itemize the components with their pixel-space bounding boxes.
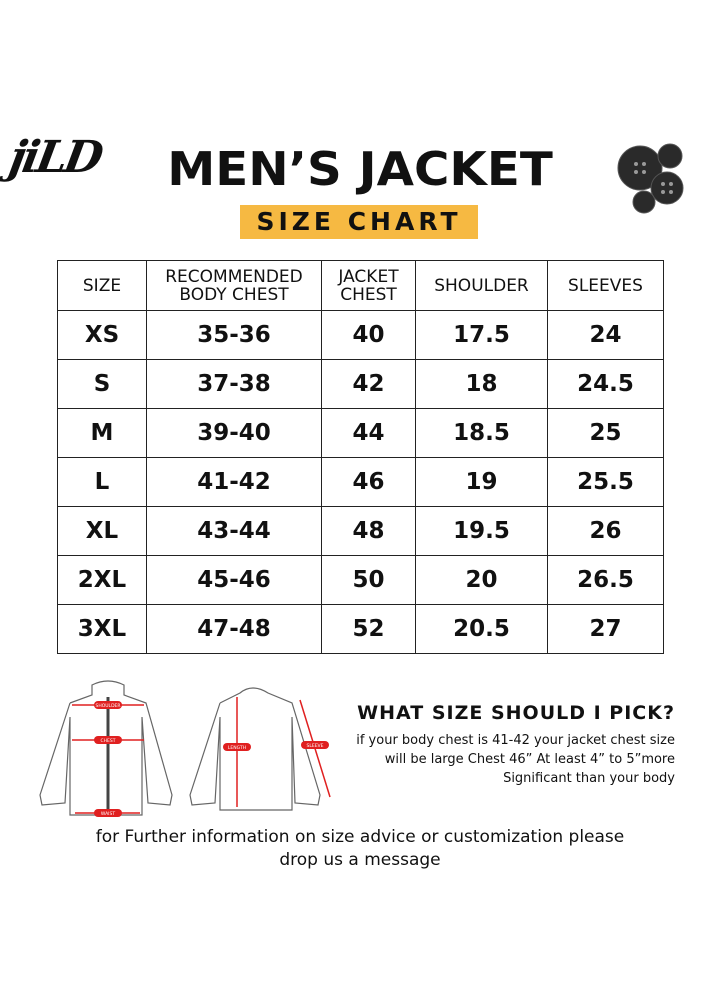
table-cell: 41-42 bbox=[146, 457, 322, 507]
table-cell: 52 bbox=[321, 604, 416, 654]
table-cell: 47-48 bbox=[146, 604, 322, 654]
header-text: BODY CHEST bbox=[179, 284, 289, 305]
table-row: XL 43-44 48 19.5 26 bbox=[57, 506, 664, 556]
table-cell: 20 bbox=[415, 555, 548, 605]
table-row: XS 35-36 40 17.5 24 bbox=[57, 310, 664, 360]
table-cell: 46 bbox=[321, 457, 416, 507]
table-cell: 40 bbox=[321, 310, 416, 360]
page-subtitle: SIZE CHART bbox=[240, 205, 478, 239]
header-text: SLEEVES bbox=[568, 275, 643, 296]
diagram-label: LENGTH bbox=[228, 745, 246, 751]
page-title: MEN’S JACKET bbox=[167, 142, 553, 196]
table-cell: 43-44 bbox=[146, 506, 322, 556]
table-cell: 19.5 bbox=[415, 506, 548, 556]
size-table: SIZE RECOMMENDED BODY CHEST JACKET CHEST SHOU… bbox=[57, 260, 664, 654]
header-text: CHEST bbox=[340, 284, 397, 305]
table-cell: 27 bbox=[547, 604, 664, 654]
table-cell: 48 bbox=[321, 506, 416, 556]
column-header: SLEEVES bbox=[547, 260, 664, 311]
header-text: JACKET bbox=[338, 266, 399, 287]
table-cell: 42 bbox=[321, 359, 416, 409]
table-cell: XL bbox=[57, 506, 147, 556]
table-cell: 19 bbox=[415, 457, 548, 507]
table-cell: 17.5 bbox=[415, 310, 548, 360]
column-header: JACKET CHEST bbox=[321, 260, 416, 311]
diagram-label: CHEST bbox=[101, 738, 116, 744]
table-cell: 3XL bbox=[57, 604, 147, 654]
table-header-row: SIZE RECOMMENDED BODY CHEST JACKET CHEST SHOU… bbox=[57, 260, 664, 311]
table-row: L 41-42 46 19 25.5 bbox=[57, 457, 664, 507]
table-cell: XS bbox=[57, 310, 147, 360]
diagram-label-badge bbox=[301, 741, 329, 749]
table-cell: 50 bbox=[321, 555, 416, 605]
header-text: SHOULDER bbox=[434, 275, 529, 296]
diagram-label: SLEEVE bbox=[307, 743, 324, 749]
advice-line: will be large Chest 46” At least 4” to 5… bbox=[384, 752, 675, 767]
column-header: SHOULDER bbox=[415, 260, 548, 311]
diagram-label: SHOULDER bbox=[95, 703, 120, 709]
diagram-label-badge bbox=[94, 701, 122, 709]
table-cell: 39-40 bbox=[146, 408, 322, 458]
table-cell: 20.5 bbox=[415, 604, 548, 654]
header-text: RECOMMENDED bbox=[165, 266, 303, 287]
table-cell: 2XL bbox=[57, 555, 147, 605]
table-cell: 44 bbox=[321, 408, 416, 458]
table-cell: 35-36 bbox=[146, 310, 322, 360]
footer-line: drop us a message bbox=[279, 850, 441, 870]
buttons-image bbox=[617, 143, 684, 214]
table-cell: L bbox=[57, 457, 147, 507]
table-cell: 26.5 bbox=[547, 555, 664, 605]
diagram-label-badge bbox=[94, 736, 122, 744]
table-cell: 45-46 bbox=[146, 555, 322, 605]
table-cell: S bbox=[57, 359, 147, 409]
footer-note: for Further information on size advice o… bbox=[0, 826, 720, 872]
table-cell: 24 bbox=[547, 310, 664, 360]
table-row: S 37-38 42 18 24.5 bbox=[57, 359, 664, 409]
header-text: SIZE bbox=[82, 275, 122, 296]
size-advice-heading: WHAT SIZE SHOULD I PICK? bbox=[357, 702, 675, 724]
diagram-label: WAIST bbox=[101, 811, 115, 817]
column-header: SIZE bbox=[57, 260, 147, 311]
advice-line: Significant than your body bbox=[503, 771, 675, 786]
advice-line: if your body chest is 41-42 your jacket … bbox=[356, 733, 675, 748]
table-cell: 37-38 bbox=[146, 359, 322, 409]
diagram-label-badge bbox=[94, 809, 122, 817]
table-row: 3XL 47-48 52 20.5 27 bbox=[57, 604, 664, 654]
table-row: 2XL 45-46 50 20 26.5 bbox=[57, 555, 664, 605]
table-cell: 26 bbox=[547, 506, 664, 556]
column-header: RECOMMENDED BODY CHEST bbox=[146, 260, 322, 311]
jacket-diagram: SHOULDER CHEST WAIST LENGTH SLEEVE bbox=[39, 680, 331, 817]
table-cell: 18 bbox=[415, 359, 548, 409]
table-cell: 24.5 bbox=[547, 359, 664, 409]
table-cell: M bbox=[57, 408, 147, 458]
table-row: M 39-40 44 18.5 25 bbox=[57, 408, 664, 458]
size-advice-text: if your body chest is 41-42 your jacket … bbox=[356, 731, 675, 788]
footer-line: for Further information on size advice o… bbox=[95, 827, 625, 847]
diagram-label-badge bbox=[223, 743, 251, 751]
table-cell: 25.5 bbox=[547, 457, 664, 507]
table-cell: 18.5 bbox=[415, 408, 548, 458]
table-cell: 25 bbox=[547, 408, 664, 458]
